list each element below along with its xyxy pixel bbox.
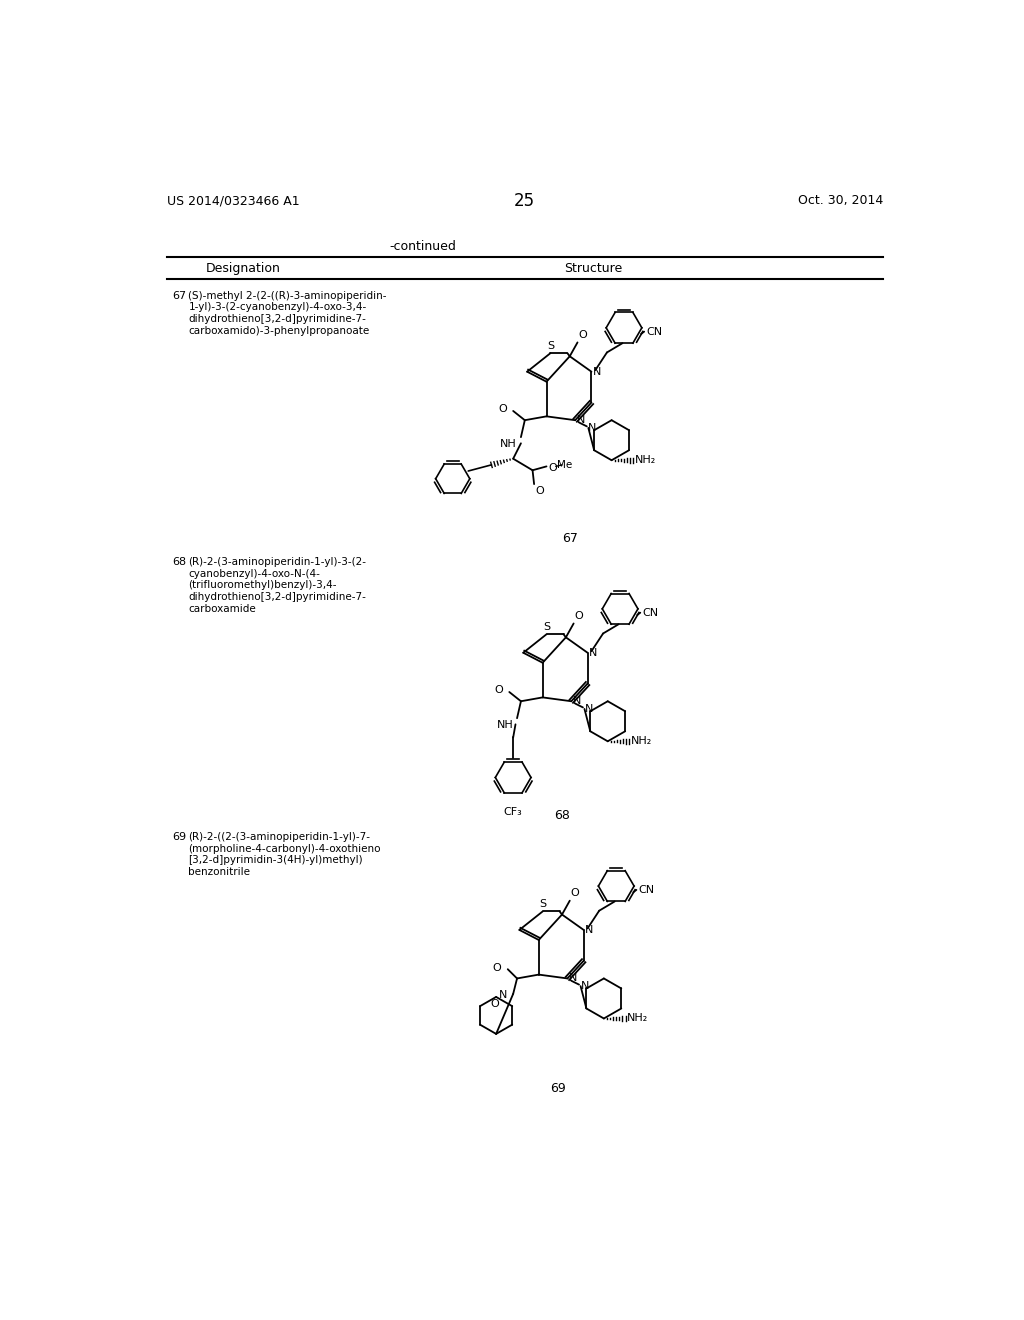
Text: 68: 68 <box>554 809 570 822</box>
Text: O: O <box>579 330 587 341</box>
Text: N: N <box>589 422 597 433</box>
Text: CN: CN <box>646 326 663 337</box>
Text: 68: 68 <box>172 557 186 568</box>
Text: NH: NH <box>497 721 513 730</box>
Text: (R)-2-(3-aminopiperidin-1-yl)-3-(2-
cyanobenzyl)-4-oxo-N-(4-
(trifluoromethyl)be: (R)-2-(3-aminopiperidin-1-yl)-3-(2- cyan… <box>188 557 367 614</box>
Text: N: N <box>569 973 578 983</box>
Text: NH₂: NH₂ <box>627 1014 648 1023</box>
Text: S: S <box>543 622 550 632</box>
Text: O: O <box>574 611 583 622</box>
Text: N: N <box>572 696 582 706</box>
Text: 67: 67 <box>172 290 186 301</box>
Text: (S)-methyl 2-(2-((R)-3-aminopiperidin-
1-yl)-3-(2-cyanobenzyl)-4-oxo-3,4-
dihydr: (S)-methyl 2-(2-((R)-3-aminopiperidin- 1… <box>188 290 387 335</box>
Text: N: N <box>581 981 589 991</box>
Text: 25: 25 <box>514 191 536 210</box>
Text: -continued: -continued <box>389 240 456 253</box>
Text: 69: 69 <box>550 1082 566 1096</box>
Text: S: S <box>547 341 554 351</box>
Text: O: O <box>495 685 503 696</box>
Text: Oct. 30, 2014: Oct. 30, 2014 <box>798 194 883 207</box>
Text: O: O <box>570 888 580 899</box>
Text: N: N <box>586 925 594 935</box>
Text: NH₂: NH₂ <box>635 455 656 465</box>
Text: US 2014/0323466 A1: US 2014/0323466 A1 <box>167 194 299 207</box>
Text: 69: 69 <box>172 832 186 842</box>
Text: NH: NH <box>501 440 517 449</box>
Text: O: O <box>536 486 545 495</box>
Text: S: S <box>539 899 546 909</box>
Text: NH₂: NH₂ <box>631 737 652 746</box>
Text: N: N <box>593 367 601 376</box>
Text: Me: Me <box>557 459 572 470</box>
Text: Structure: Structure <box>564 261 623 275</box>
Text: CN: CN <box>639 884 655 895</box>
Text: N: N <box>589 648 597 657</box>
Text: CF₃: CF₃ <box>504 807 522 817</box>
Text: N: N <box>499 990 507 1001</box>
Text: CN: CN <box>643 607 658 618</box>
Text: Designation: Designation <box>206 261 281 275</box>
Text: O: O <box>548 463 557 473</box>
Text: (R)-2-((2-(3-aminopiperidin-1-yl)-7-
(morpholine-4-carbonyl)-4-oxothieno
[3,2-d]: (R)-2-((2-(3-aminopiperidin-1-yl)-7- (mo… <box>188 832 381 876</box>
Text: N: N <box>585 704 593 714</box>
Text: 67: 67 <box>562 532 578 545</box>
Text: O: O <box>490 999 499 1010</box>
Text: N: N <box>577 416 585 425</box>
Text: O: O <box>499 404 507 414</box>
Text: O: O <box>493 962 502 973</box>
